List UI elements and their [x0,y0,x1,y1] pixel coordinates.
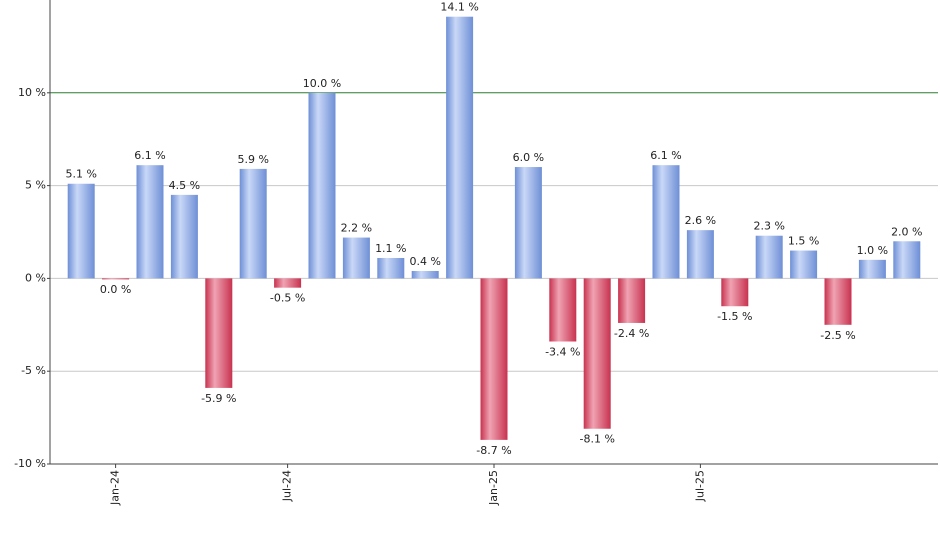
bar [308,92,336,279]
bar [377,257,405,279]
bar [239,168,267,279]
bar [136,165,164,279]
value-label: -5.9 % [201,392,236,405]
bar [858,259,886,279]
y-tick-label: -10 % [14,457,46,470]
value-label: -2.5 % [820,329,855,342]
x-tick-label: Jan-24 [109,470,122,506]
value-label: 1.1 % [375,242,406,255]
y-tick-label: 0 % [25,271,46,284]
bar [480,278,508,440]
value-label: 1.0 % [857,244,888,257]
value-label: 4.5 % [169,179,200,192]
bar [170,194,198,279]
value-label: 6.0 % [513,151,544,164]
value-label: -1.5 % [717,310,752,323]
value-label: -0.5 % [270,292,305,305]
bar [686,230,714,279]
bar [790,250,818,279]
bar [721,278,749,307]
value-label: 2.6 % [685,214,716,227]
value-label: 2.2 % [341,222,372,235]
value-label: 6.1 % [134,149,165,162]
bar [824,278,852,325]
bar [514,167,542,279]
y-tick-label: 5 % [25,179,46,192]
bar [652,165,680,279]
value-label: 0.0 % [100,283,131,296]
value-label: 5.1 % [65,168,96,181]
value-label: -8.1 % [579,433,614,446]
bar [205,278,233,388]
value-label: 10.0 % [303,77,341,90]
bar [893,241,921,279]
y-tick-label: -5 % [21,364,46,377]
bar [549,278,577,342]
x-tick-label: Jul-25 [693,470,706,502]
x-tick-label: Jul-24 [281,470,294,502]
bar [274,278,302,288]
value-label: 6.1 % [650,149,681,162]
bar [446,16,474,279]
bar [342,237,370,279]
value-label: 5.9 % [237,153,268,166]
value-label: -8.7 % [476,444,511,457]
bar [755,235,783,279]
bar [411,270,439,279]
bar [102,278,130,280]
value-label: 14.1 % [440,1,478,14]
value-label: 0.4 % [409,255,440,268]
y-tick-label: 10 % [18,86,46,99]
value-label: 2.0 % [891,225,922,238]
x-tick-label: Jan-25 [487,470,500,506]
value-label: -3.4 % [545,346,580,359]
value-label: 2.3 % [753,220,784,233]
bar [618,278,646,323]
bar [67,183,95,279]
bar [583,278,611,429]
value-label: -2.4 % [614,327,649,340]
value-label: 1.5 % [788,235,819,248]
